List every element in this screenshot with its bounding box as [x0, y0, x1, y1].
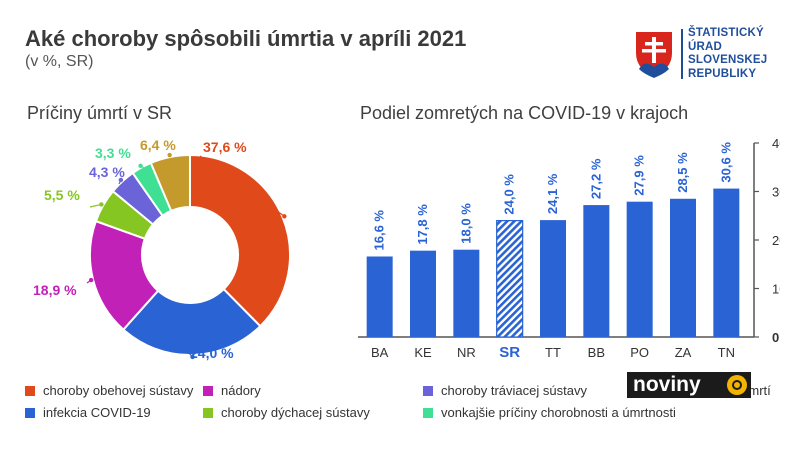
y-tick-label: 30	[772, 185, 780, 200]
bar-chart-title: Podiel zomretých na COVID-19 v krajoch	[360, 103, 689, 123]
pie-data-label: 5,5 %	[44, 187, 80, 203]
bar	[453, 249, 480, 337]
bar	[713, 188, 740, 337]
x-tick-label: KE	[414, 345, 432, 360]
bar-data-label: 27,2 %	[588, 158, 603, 199]
bar	[366, 256, 393, 337]
legend-item: vonkajšie príčiny chorobnosti a úmrtnost…	[423, 405, 676, 420]
pie-slice	[121, 287, 262, 356]
pie-leader-dot	[282, 214, 287, 219]
pie-leader-dot	[88, 277, 94, 283]
legend-swatch	[203, 407, 213, 418]
y-tick-label: 10	[772, 282, 780, 297]
slovak-coat-of-arms-icon	[634, 30, 674, 79]
pie-data-label: 6,4 %	[140, 137, 176, 153]
legend-item: choroby tráviacej sústavy	[423, 383, 587, 398]
legend-item: nádory	[203, 383, 261, 398]
bar	[496, 219, 524, 338]
logo-text: ŠTATISTICKÝ ÚRAD SLOVENSKEJ REPUBLIKY	[688, 27, 767, 81]
bar-data-label: 17,8 %	[415, 204, 430, 245]
pie-slice	[149, 153, 191, 213]
bar	[540, 220, 566, 337]
bar	[670, 198, 696, 337]
donut-chart: 37,6 % 24,0 % 18,9 % 5,5 % 4,3 % 3,3 % 6,4 %	[33, 137, 291, 361]
bar-chart: 0 10 20 30 40 16,6 % BA 17,8 % KE 18,0 % NR 24,0 % S…	[358, 136, 780, 361]
legend-label: choroby obehovej sústavy	[43, 383, 194, 398]
legend-label: infekcia COVID-19	[43, 405, 151, 420]
logo-divider	[681, 29, 683, 79]
statistical-office-logo: ŠTATISTICKÝ ÚRAD SLOVENSKEJ REPUBLIKY	[633, 27, 793, 83]
bar-data-label: 16,6 %	[372, 210, 387, 251]
pie-data-label: 4,3 %	[89, 164, 125, 180]
pie-leader-dot	[167, 152, 172, 158]
legend-swatch	[423, 385, 433, 396]
legend-label: choroby dýchacej sústavy	[221, 405, 370, 420]
legend-item: choroby obehovej sústavy	[25, 383, 193, 398]
pie-leader-dot	[118, 177, 124, 183]
legend-swatch	[423, 407, 433, 418]
pie-leader-dot	[99, 202, 104, 207]
y-tick-label: 40	[772, 136, 780, 151]
pie-data-label: 37,6 %	[203, 139, 247, 155]
bar	[626, 201, 653, 337]
bar	[410, 250, 436, 337]
bar-data-label: 28,5 %	[675, 152, 690, 193]
noviny-watermark: noviny	[627, 372, 751, 398]
bar-data-label: 30,6 %	[718, 142, 733, 183]
legend-item: infekcia COVID-19	[25, 405, 151, 420]
logo-line: ŠTATISTICKÝ	[688, 27, 764, 39]
pie-leader-dot	[138, 163, 143, 168]
legend-label: choroby tráviacej sústavy	[441, 383, 587, 398]
pie-leader-dot	[190, 354, 195, 360]
noviny-text: noviny	[633, 373, 701, 396]
sun-icon	[727, 375, 747, 395]
logo-line: REPUBLIKY	[688, 67, 757, 80]
x-tick-label: BB	[588, 345, 605, 360]
x-tick-label: SR	[499, 344, 520, 361]
pie-leader-line	[199, 155, 285, 217]
pie-data-label: 24,0 %	[190, 345, 234, 361]
pie-data-label: 3,3 %	[95, 145, 131, 161]
legend-swatch	[25, 407, 35, 418]
x-tick-label: TN	[718, 345, 735, 360]
logo-line: ÚRAD	[688, 40, 723, 53]
x-tick-label: BA	[371, 345, 389, 360]
bar-data-label: 18,0 %	[458, 203, 473, 244]
legend-swatch	[203, 385, 213, 396]
bar-data-label: 27,9 %	[632, 155, 647, 196]
x-tick-label: PO	[630, 345, 649, 360]
legend-swatch	[25, 385, 35, 396]
bar	[583, 205, 610, 337]
x-tick-label: NR	[457, 345, 476, 360]
y-tick-label: 0	[772, 330, 779, 345]
x-tick-label: TT	[545, 345, 561, 360]
chart-subtitle: (v %, SR)	[25, 53, 94, 70]
pie-slice	[189, 153, 291, 328]
pie-slice	[89, 219, 160, 332]
legend-item: choroby dýchacej sústavy	[203, 405, 370, 420]
legend-label: nádory	[221, 383, 261, 398]
pie-data-label: 18,9 %	[33, 282, 77, 298]
chart-title: Aké choroby spôsobili úmrtia v apríli 20…	[25, 26, 467, 51]
bar-data-label: 24,1 %	[545, 173, 560, 214]
legend-label: vonkajšie príčiny chorobnosti a úmrtnost…	[441, 405, 676, 420]
y-tick-label: 20	[772, 233, 780, 248]
bar-data-label: 24,0 %	[502, 174, 517, 215]
x-tick-label: ZA	[675, 345, 692, 360]
logo-line: SLOVENSKEJ	[688, 54, 768, 66]
pie-chart-title: Príčiny úmrtí v SR	[27, 103, 173, 123]
